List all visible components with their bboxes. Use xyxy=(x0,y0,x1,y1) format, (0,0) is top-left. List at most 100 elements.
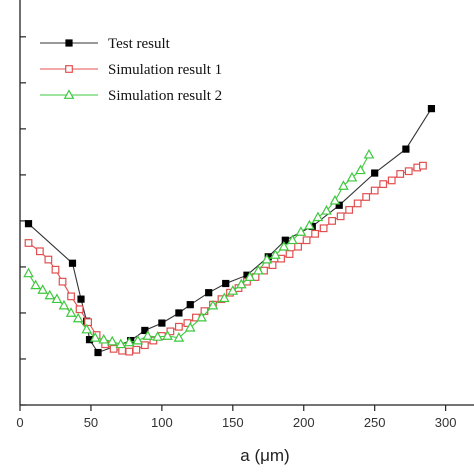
data-point xyxy=(106,335,118,346)
data-point xyxy=(142,330,154,340)
data-point xyxy=(345,205,354,214)
x-tick-label: 200 xyxy=(293,415,315,430)
data-point xyxy=(24,220,33,228)
data-point xyxy=(338,180,349,190)
x-tick-label: 300 xyxy=(435,415,457,430)
data-point xyxy=(67,292,75,301)
data-point xyxy=(115,338,127,349)
data-point xyxy=(295,226,307,236)
x-tick-label: 100 xyxy=(151,415,173,430)
data-point xyxy=(302,236,311,245)
series-line xyxy=(28,108,432,354)
legend-item-test-result: Test result xyxy=(40,36,171,52)
data-point xyxy=(109,344,118,353)
data-point xyxy=(35,247,44,256)
data-point xyxy=(427,105,436,113)
data-point xyxy=(294,242,302,251)
data-point xyxy=(227,285,239,295)
data-point xyxy=(72,312,84,323)
data-point xyxy=(51,293,63,304)
legend: Test result Simulation result 1 Simulati… xyxy=(40,36,222,104)
data-point xyxy=(58,277,67,286)
data-point xyxy=(175,322,183,331)
data-point xyxy=(321,205,332,215)
data-point xyxy=(132,334,144,345)
data-point xyxy=(196,311,207,322)
data-point xyxy=(402,145,410,153)
data-point xyxy=(371,169,379,177)
data-point xyxy=(319,224,328,233)
data-point xyxy=(140,341,149,350)
x-axis-ticks: 0 50 100 150 200 250 300 xyxy=(16,405,456,430)
data-point xyxy=(123,336,135,347)
plot-frame xyxy=(19,0,474,406)
data-point xyxy=(312,211,324,222)
data-point xyxy=(30,279,41,290)
data-point xyxy=(89,332,101,342)
data-point xyxy=(336,212,345,221)
legend-item-simulation-result-2: Simulation result 2 xyxy=(40,88,222,104)
legend-item-simulation-result-1: Simulation result 1 xyxy=(40,62,222,78)
data-point xyxy=(355,164,366,175)
data-point xyxy=(387,176,396,185)
data-point xyxy=(184,321,196,332)
data-point xyxy=(94,348,102,357)
x-tick-label: 50 xyxy=(84,415,98,430)
data-point xyxy=(63,89,75,99)
data-point xyxy=(65,39,73,47)
data-point xyxy=(37,284,49,294)
data-point xyxy=(270,249,281,259)
data-point xyxy=(243,271,251,279)
series-simulation-result-1 xyxy=(24,161,427,356)
data-point xyxy=(23,267,34,278)
data-point xyxy=(335,201,343,209)
data-point xyxy=(205,289,213,297)
data-point xyxy=(222,279,230,288)
data-point xyxy=(281,236,289,244)
data-point xyxy=(186,301,194,309)
data-point xyxy=(84,318,93,327)
y-axis-ticks xyxy=(20,36,26,406)
data-point xyxy=(261,253,273,264)
data-point xyxy=(379,180,388,188)
data-point xyxy=(77,295,85,303)
series-layer xyxy=(23,105,436,357)
data-point xyxy=(329,194,341,205)
x-tick-label: 0 xyxy=(16,415,23,430)
data-point xyxy=(396,170,405,178)
data-point xyxy=(218,292,230,303)
data-point xyxy=(419,161,427,170)
data-point xyxy=(65,307,77,317)
data-point xyxy=(24,239,33,247)
data-point xyxy=(162,330,173,340)
data-point xyxy=(81,323,92,334)
data-point xyxy=(370,186,379,195)
data-point xyxy=(173,332,185,342)
data-point xyxy=(287,234,298,245)
data-point xyxy=(141,326,149,335)
data-point xyxy=(44,289,56,300)
data-point xyxy=(125,347,134,356)
data-point xyxy=(285,250,294,258)
data-point xyxy=(175,309,183,317)
data-point xyxy=(404,167,413,176)
data-point xyxy=(152,331,163,341)
data-point xyxy=(75,305,84,314)
data-point xyxy=(346,171,358,182)
x-tick-label: 150 xyxy=(222,415,244,430)
data-point xyxy=(68,259,77,267)
data-point xyxy=(278,240,290,251)
x-tick-label: 250 xyxy=(364,415,386,430)
legend-label-simulation-result-2: Simulation result 2 xyxy=(108,88,222,104)
data-point xyxy=(44,255,53,264)
data-point xyxy=(311,229,319,238)
data-point xyxy=(118,346,127,355)
data-point xyxy=(207,299,219,310)
data-point xyxy=(328,217,337,225)
legend-label-simulation-result-1: Simulation result 1 xyxy=(108,62,222,78)
data-point xyxy=(363,148,375,159)
series-simulation-result-2 xyxy=(23,148,375,349)
legend-label-test-result: Test result xyxy=(108,36,171,52)
data-point xyxy=(362,193,371,201)
